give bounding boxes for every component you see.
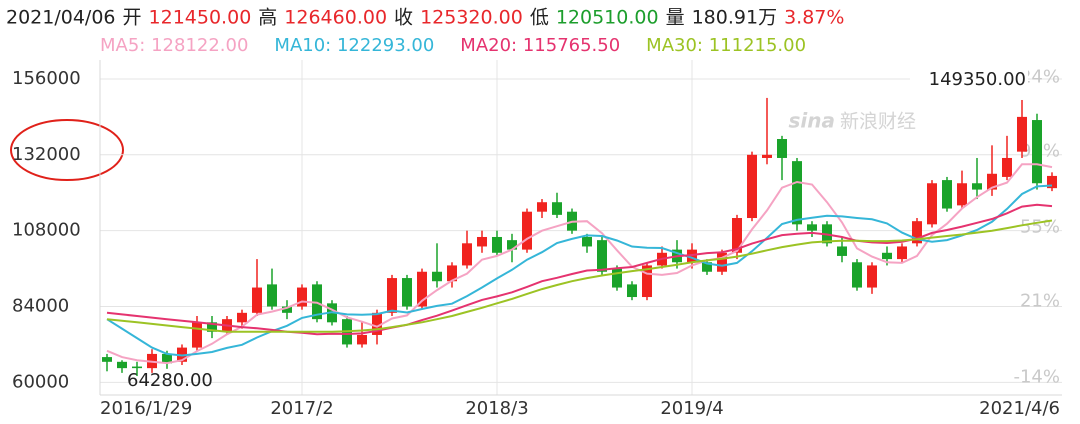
candle-body (252, 287, 262, 313)
summary-item: 3.87% (784, 7, 844, 29)
candle-body (387, 278, 397, 313)
y2-tick-label: -14% (1013, 367, 1060, 388)
candle-body (1002, 157, 1012, 177)
candle-body (1047, 175, 1057, 189)
candle-body (522, 211, 532, 250)
candle-body (117, 361, 127, 369)
summary-item: 120510.00 (556, 7, 659, 29)
candle-body (537, 202, 547, 212)
summary-item: 180.91万 (692, 7, 777, 29)
summary-item: 量 (666, 7, 685, 29)
candle-body (807, 224, 817, 231)
legend-entry: MA10: 122293.00 (274, 35, 434, 56)
ma-line (106, 184, 1053, 357)
y2-tick-label: 55% (1020, 217, 1060, 238)
candle-body (447, 265, 457, 282)
x-tick-label: 2018/3 (465, 398, 528, 419)
candle-body (777, 139, 787, 158)
candle-body (747, 154, 757, 219)
highlight-circle (10, 119, 124, 181)
watermark-brand: sina (789, 109, 836, 133)
legend-entry: MA5: 128122.00 (100, 35, 248, 56)
candle-body (132, 366, 142, 369)
candle-body (837, 246, 847, 256)
summary-item: 121450.00 (149, 7, 252, 29)
ma-line (106, 203, 1053, 336)
summary-item: 收 (394, 7, 413, 29)
candle-body (1032, 120, 1042, 184)
candle-body (927, 183, 937, 225)
candle-body (582, 236, 592, 247)
summary-item: 125320.00 (420, 7, 523, 29)
summary-item: 低 (530, 7, 549, 29)
candle-body (612, 268, 622, 288)
summary-item: 126460.00 (284, 7, 387, 29)
candle-body (462, 243, 472, 266)
candle-body (942, 180, 952, 209)
candle-body (912, 221, 922, 244)
y-tick-label: 60000 (12, 371, 69, 392)
candle-body (237, 312, 247, 323)
candle-body (732, 218, 742, 253)
legend-entry: MA30: 111215.00 (646, 35, 806, 56)
candle-body (162, 353, 172, 364)
legend-entry: MA20: 115765.50 (460, 35, 620, 56)
max-label-bg (910, 67, 1028, 91)
watermark-text: 新浪财经 (840, 111, 916, 133)
candle-body (297, 287, 307, 307)
ma-line (106, 219, 1053, 333)
candle-body (282, 306, 292, 313)
candle-body (972, 183, 982, 190)
candle-body (702, 262, 712, 272)
candle-body (417, 271, 427, 307)
max-label: 149350.00 (929, 69, 1026, 90)
summary-item: 高 (258, 7, 277, 29)
y-tick-label: 108000 (12, 220, 81, 241)
ma-line (106, 163, 1053, 365)
candle-body (402, 278, 412, 307)
x-tick-label: 2017/2 (270, 398, 333, 419)
candle-body (1017, 116, 1027, 152)
candle-body (897, 246, 907, 260)
candle-body (432, 271, 442, 282)
y-tick-label: 84000 (12, 296, 69, 317)
y2-tick-label: 21% (1020, 290, 1060, 311)
x-tick-label: 2019/4 (660, 398, 723, 419)
candle-body (762, 154, 772, 158)
candle-body (597, 240, 607, 272)
candle-body (477, 236, 487, 247)
candle-body (717, 252, 727, 272)
candle-body (492, 236, 502, 253)
candle-body (792, 161, 802, 225)
candle-body (372, 312, 382, 335)
x-tick-label: 2016/1/29 (100, 398, 192, 419)
candle-body (957, 183, 967, 206)
x-tick-label: 2021/4/6 (979, 398, 1060, 419)
candle-body (267, 284, 277, 307)
candle-body (192, 322, 202, 348)
candle-body (882, 252, 892, 260)
min-label: 64280.00 (127, 370, 213, 391)
candle-body (207, 322, 217, 332)
summary-item: 2021/04/06 (6, 7, 116, 29)
candle-body (507, 240, 517, 250)
summary-item: 开 (123, 7, 142, 29)
candle-body (987, 173, 997, 190)
candle-body (867, 265, 877, 288)
candle-body (852, 262, 862, 288)
y-tick-label: 132000 (12, 144, 81, 165)
candle-body (552, 202, 562, 215)
candle-body (642, 265, 652, 298)
candle-body (357, 334, 367, 345)
y-tick-label: 156000 (12, 68, 81, 89)
candle-body (627, 284, 637, 298)
candle-body (102, 357, 112, 362)
